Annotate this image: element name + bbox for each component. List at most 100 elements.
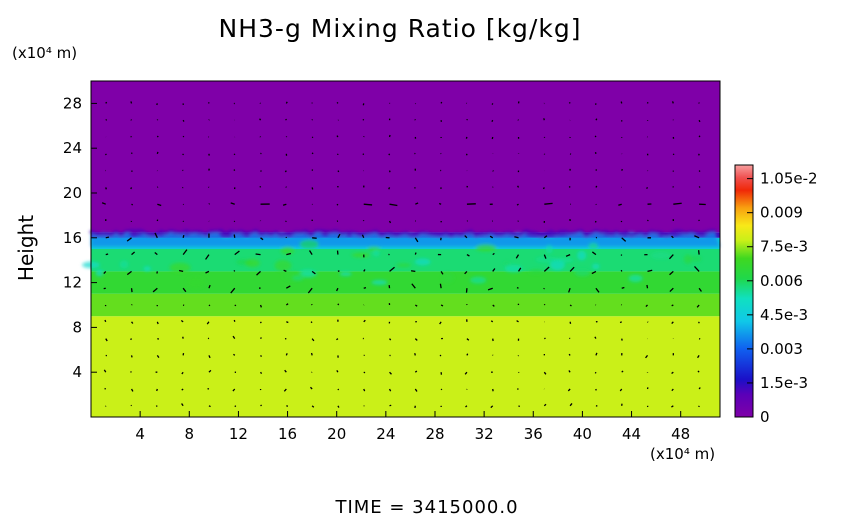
wind-vector	[182, 119, 185, 122]
wind-vector	[307, 287, 313, 294]
time-footer: TIME = 3415000.0	[335, 497, 519, 518]
wind-vector	[414, 370, 418, 373]
colorbar-tick-label: 0.003	[760, 340, 803, 358]
wind-vector	[388, 153, 391, 156]
wind-vector	[182, 249, 188, 255]
wind-vector	[543, 235, 548, 239]
wind-vector	[208, 284, 211, 289]
wind-vector	[154, 251, 158, 256]
wind-vector	[337, 405, 340, 408]
wind-vector	[621, 370, 624, 373]
y-axis-unit: (x10⁴ m)	[12, 44, 78, 62]
wind-vector	[131, 203, 134, 206]
wind-vector	[672, 153, 675, 156]
wind-vector	[130, 135, 132, 138]
wind-vector	[182, 234, 185, 238]
wind-vector	[308, 250, 313, 255]
wind-vector	[389, 371, 392, 375]
wind-vector	[618, 203, 622, 206]
wind-vector	[671, 405, 674, 408]
wind-vector	[336, 101, 339, 104]
wind-vector	[105, 253, 109, 256]
x-tick-label: 16	[278, 425, 297, 443]
x-tick-label: 28	[425, 425, 444, 443]
wind-vector	[621, 286, 625, 289]
wind-vector	[284, 170, 287, 173]
x-tick-label: 36	[524, 425, 543, 443]
wind-vector	[311, 405, 315, 408]
wind-vector	[310, 321, 313, 324]
wind-vector	[363, 388, 366, 392]
wind-vector	[363, 203, 373, 206]
wind-vector	[131, 251, 136, 256]
wind-vector	[311, 338, 315, 342]
wind-vector	[487, 287, 493, 291]
wind-vector	[697, 370, 700, 373]
wind-vector	[336, 203, 339, 206]
wind-vector	[233, 220, 236, 223]
wind-vector	[568, 353, 571, 356]
wind-vector	[152, 287, 158, 293]
field-layer	[91, 293, 720, 317]
wind-vector	[105, 119, 108, 121]
colorbar-tick-label: 0	[760, 408, 770, 426]
cloud-top-texture	[82, 229, 720, 289]
y-tick-label: 16	[63, 229, 82, 247]
wind-vector	[232, 335, 236, 339]
wind-vector	[154, 232, 158, 239]
wind-vector	[389, 404, 392, 407]
wind-vector	[233, 353, 236, 356]
wind-vector	[489, 235, 494, 239]
wind-vector	[595, 287, 600, 293]
wind-vector	[671, 235, 674, 239]
wind-vector	[105, 338, 108, 342]
wind-vector	[543, 266, 550, 272]
wind-vector	[646, 187, 649, 190]
wind-vector	[516, 203, 519, 206]
wind-vector	[363, 371, 366, 374]
wind-vector	[130, 101, 133, 104]
wind-vector	[230, 287, 236, 294]
colorbar-tick-label: 4.5e-3	[760, 306, 808, 324]
wind-vector	[466, 254, 470, 257]
wind-vector	[492, 252, 495, 256]
wind-vector	[415, 202, 419, 205]
wind-vector	[230, 202, 235, 205]
y-tick-label: 8	[72, 318, 82, 336]
wind-vector	[569, 403, 573, 407]
wind-vector	[620, 254, 623, 256]
wind-vector	[544, 202, 553, 205]
wind-vector	[130, 388, 134, 392]
wind-vector	[491, 103, 494, 105]
wind-vector	[439, 283, 442, 289]
wind-vector	[282, 203, 287, 206]
wind-vector	[698, 135, 701, 138]
wind-vector	[131, 321, 134, 324]
wind-vector	[311, 187, 314, 190]
wind-vector	[465, 136, 468, 139]
wind-vector	[543, 403, 547, 407]
x-tick-label: 32	[475, 425, 494, 443]
wind-vector	[646, 284, 649, 289]
wind-vector	[311, 303, 313, 306]
wind-vectors	[101, 101, 706, 409]
wind-vector	[542, 187, 545, 190]
wind-vector	[182, 287, 187, 293]
wind-vector	[362, 118, 365, 121]
wind-vector	[647, 269, 653, 273]
wind-vector	[569, 266, 575, 272]
wind-vector	[363, 319, 366, 323]
wind-vector	[208, 405, 211, 408]
wind-vector	[180, 319, 184, 323]
wind-vector	[414, 353, 416, 356]
wind-vector	[126, 270, 132, 276]
wind-vector	[414, 338, 418, 341]
wind-vector	[516, 320, 519, 323]
wind-vector	[694, 235, 700, 239]
colorbar-tick-label: 1.5e-3	[760, 374, 808, 392]
colorbar-tick-label: 0.009	[760, 204, 803, 222]
wind-vector	[362, 153, 365, 156]
wind-vector	[414, 237, 419, 243]
x-tick-label: 24	[376, 425, 395, 443]
wind-vector	[337, 170, 340, 173]
